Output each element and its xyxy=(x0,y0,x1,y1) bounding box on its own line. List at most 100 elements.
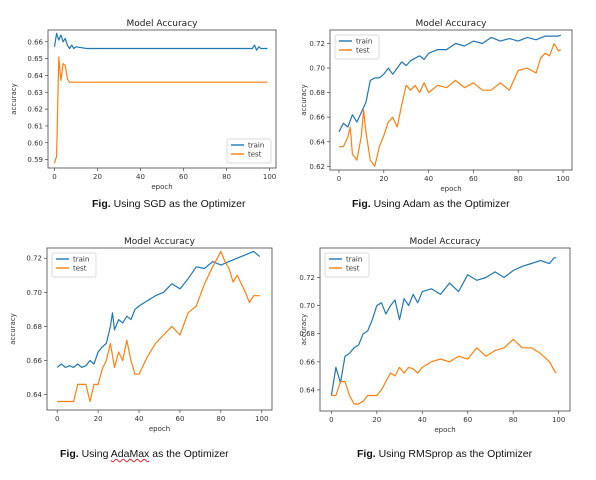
caption-optimizer: SGD xyxy=(143,198,167,210)
series-line-train xyxy=(330,257,557,396)
chart-adamax: Model Accuracy 0 20 40 60 80 100 0.64 0.66 0.68 0.… xyxy=(0,236,290,436)
y-tick-label: 0.64 xyxy=(309,138,325,146)
y-tick-label: 0.62 xyxy=(309,163,325,171)
y-tick-label: 0.72 xyxy=(309,40,325,48)
caption-optimizer: RMSprop xyxy=(408,448,453,460)
x-tick-label: 80 xyxy=(216,415,225,423)
x-tick-label: 0 xyxy=(329,416,333,424)
caption-text: Using xyxy=(78,448,111,460)
y-tick-label: 0.62 xyxy=(27,106,43,114)
plot-frame xyxy=(47,29,277,169)
caption-text: as the Optimizer xyxy=(149,448,229,460)
chart-sgd-svg: Model Accuracy 0 20 40 60 80 100 0.59 0.60 0.61 0.… xyxy=(10,19,277,191)
caption-text: Using xyxy=(375,448,409,460)
caption-text: as the Optimizer xyxy=(166,198,246,210)
plot-frame xyxy=(319,247,571,412)
chart-rmsprop: Model Accuracy 0 20 40 60 80 100 0.64 0.66 0.68 0.… xyxy=(299,236,590,436)
caption-text: Using xyxy=(370,198,403,210)
caption-text: as the Optimizer xyxy=(452,448,533,460)
series-line-test xyxy=(331,338,557,405)
chart-title: Model Accuracy xyxy=(127,19,199,29)
legend-label-test: test xyxy=(346,265,360,273)
y-tick-label: 0.70 xyxy=(299,302,315,310)
x-tick-label: 80 xyxy=(509,416,518,424)
x-tick-label: 100 xyxy=(263,173,276,181)
x-tick-label: 40 xyxy=(424,175,433,183)
x-tick-label: 100 xyxy=(255,415,268,423)
x-tick-label: 60 xyxy=(469,175,478,183)
caption-prefix: Fig. xyxy=(60,448,79,460)
caption-optimizer: AdaMax xyxy=(110,448,150,460)
legend-label-train: train xyxy=(73,256,89,264)
chart-adamax-svg: Model Accuracy 0 20 40 60 80 100 0.64 0.66 0.68 0.… xyxy=(9,237,273,433)
y-tick-label: 0.63 xyxy=(27,89,43,97)
y-tick-label: 0.70 xyxy=(309,65,325,73)
caption-prefix: Fig. xyxy=(357,448,376,460)
y-tick-label: 0.72 xyxy=(26,255,42,263)
y-tick-label: 0.61 xyxy=(27,122,43,130)
y-tick-label: 0.64 xyxy=(299,386,315,394)
x-tick-label: 100 xyxy=(552,416,565,424)
x-tick-label: 0 xyxy=(52,173,56,181)
caption-prefix: Fig. xyxy=(352,198,371,210)
chart-title: Model Accuracy xyxy=(410,237,482,247)
y-tick-label: 0.66 xyxy=(26,357,42,365)
x-axis-label: epoch xyxy=(440,185,461,193)
x-tick-label: 0 xyxy=(55,415,59,423)
caption-adamax: Fig. Using AdaMax as the Optimizer xyxy=(60,448,229,460)
chart-rmsprop-svg: Model Accuracy 0 20 40 60 80 100 0.64 0.66 0.68 0.… xyxy=(299,237,571,434)
x-axis-label: epoch xyxy=(151,183,172,191)
x-tick-label: 20 xyxy=(372,416,381,424)
series-line-train xyxy=(53,32,268,51)
chart-sgd: Model Accuracy 0 20 40 60 80 100 0.59 0.60 0.61 0.… xyxy=(0,18,290,191)
y-tick-label: 0.68 xyxy=(299,330,315,338)
x-tick-label: 100 xyxy=(556,175,569,183)
x-tick-label: 40 xyxy=(418,416,427,424)
caption-rmsprop: Fig. Using RMSprop as the Optimizer xyxy=(357,448,532,460)
series-line-test xyxy=(339,42,562,167)
chart-title: Model Accuracy xyxy=(124,237,196,247)
series-line-train xyxy=(56,250,261,368)
caption-prefix: Fig. xyxy=(92,198,111,210)
x-axis-label: epoch xyxy=(434,426,455,434)
caption-sgd: Fig. Using SGD as the Optimizer xyxy=(92,198,246,210)
series-line-test xyxy=(57,250,260,403)
y-tick-label: 0.64 xyxy=(26,391,42,399)
caption-adam: Fig. Using Adam as the Optimizer xyxy=(352,198,510,210)
y-tick-label: 0.64 xyxy=(27,72,43,80)
plot-frame xyxy=(329,29,573,171)
caption-optimizer: Adam xyxy=(402,198,431,210)
x-tick-label: 80 xyxy=(514,175,523,183)
y-tick-label: 0.65 xyxy=(27,55,43,63)
plot-frame xyxy=(46,247,273,411)
legend-label-train: train xyxy=(346,256,362,264)
legend-label-test: test xyxy=(248,151,262,159)
chart-adam-svg: Model Accuracy 0 20 40 60 80 100 0.62 0.64 0.66 0.… xyxy=(300,19,573,193)
y-axis-label: accuracy xyxy=(9,313,17,345)
caption-text: Using xyxy=(110,198,144,210)
x-tick-label: 40 xyxy=(135,415,144,423)
x-tick-label: 0 xyxy=(337,175,341,183)
x-tick-label: 60 xyxy=(463,416,472,424)
y-tick-label: 0.60 xyxy=(27,139,43,147)
x-tick-label: 80 xyxy=(222,173,231,181)
y-tick-label: 0.70 xyxy=(26,289,42,297)
caption-text: as the Optimizer xyxy=(430,198,510,210)
legend-label-test: test xyxy=(356,47,370,55)
x-tick-label: 60 xyxy=(179,173,188,181)
x-tick-label: 20 xyxy=(93,173,102,181)
y-tick-label: 0.59 xyxy=(27,156,43,164)
series-line-test xyxy=(53,56,268,164)
y-tick-label: 0.68 xyxy=(26,323,42,331)
x-tick-label: 20 xyxy=(379,175,388,183)
chart-title: Model Accuracy xyxy=(416,19,488,29)
y-axis-label: accuracy xyxy=(300,84,308,116)
x-tick-label: 20 xyxy=(94,415,103,423)
y-tick-label: 0.66 xyxy=(299,358,315,366)
y-axis-label: accuracy xyxy=(10,83,18,115)
y-axis-label: accuracy xyxy=(300,314,308,346)
